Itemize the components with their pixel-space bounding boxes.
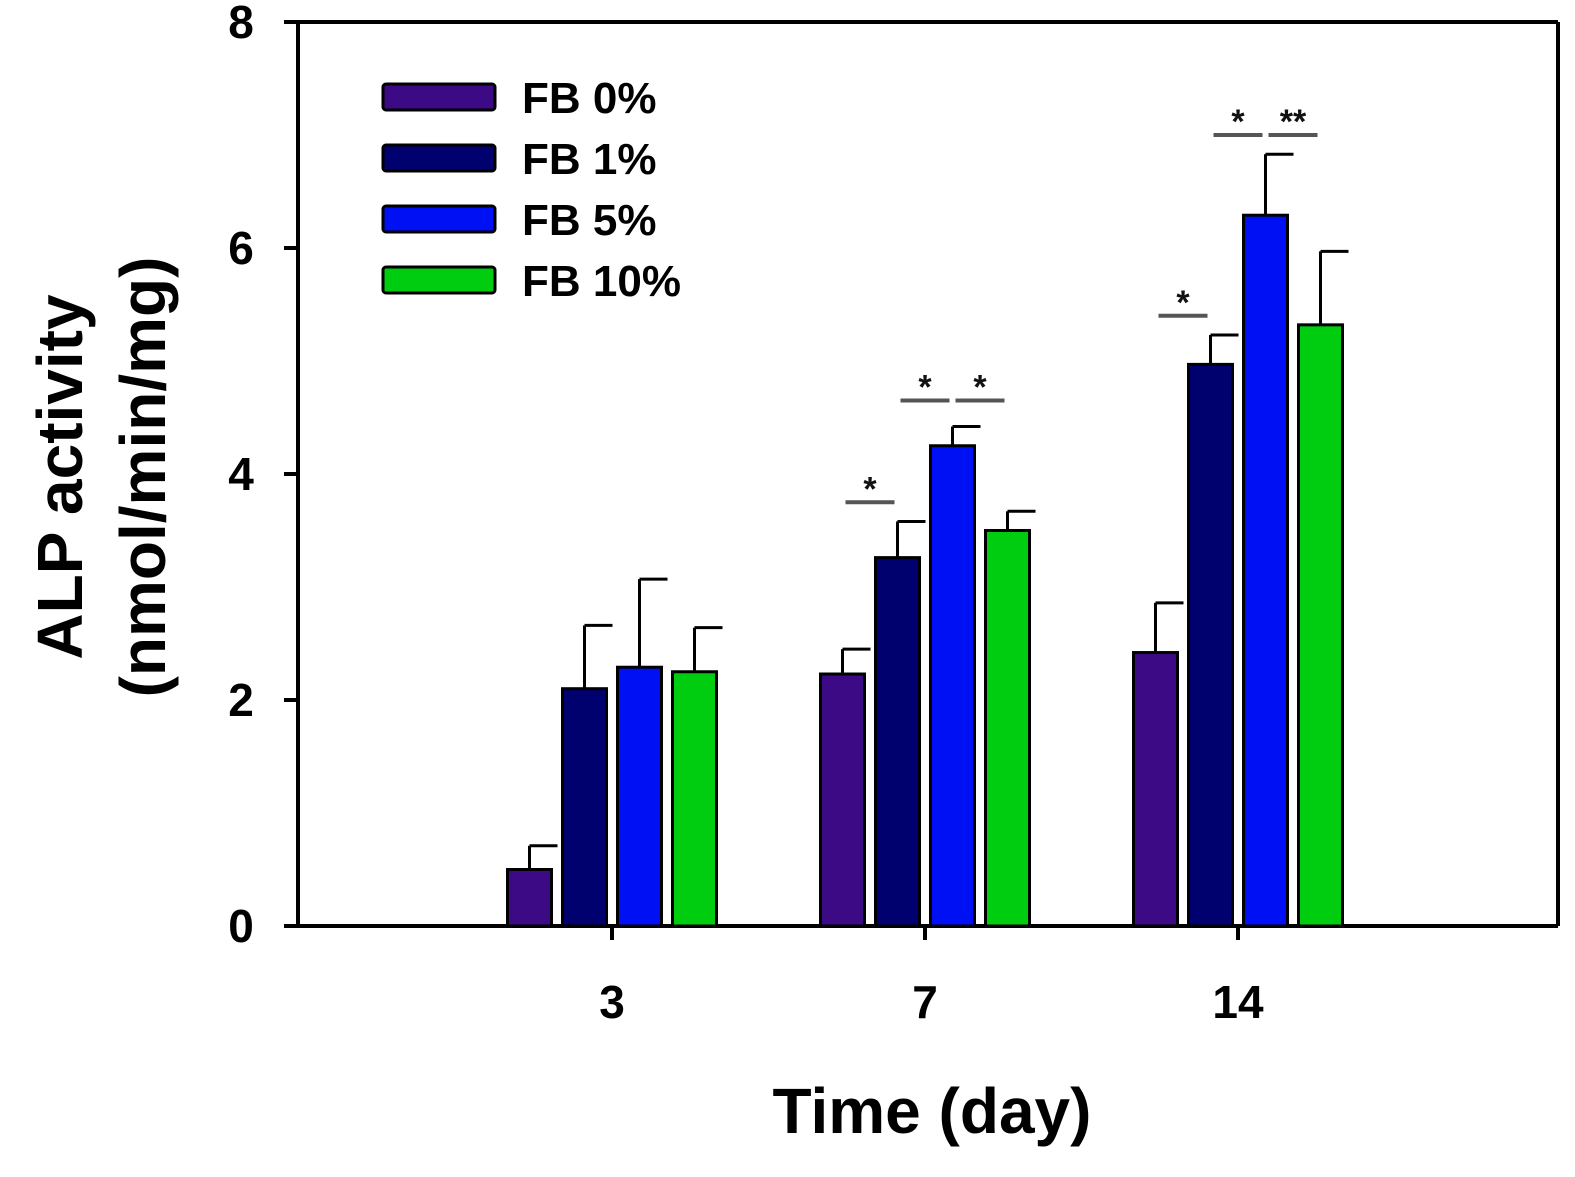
x-tick-label: 3 — [599, 976, 625, 1028]
bar — [671, 670, 718, 928]
significance-markers: ** *** ** — [845, 103, 1318, 508]
legend-swatch — [381, 82, 497, 112]
y-axis-title-line2: (nmol/min/mg) — [107, 257, 179, 698]
plot-frame — [298, 20, 1560, 926]
bar — [984, 529, 1031, 928]
y-tick-label: 2 — [228, 674, 254, 726]
bars — [506, 152, 1349, 928]
significance-label: * — [863, 470, 877, 508]
y-axis-title-line1: ALP activity — [24, 294, 96, 660]
bar — [1297, 323, 1344, 928]
bar — [1132, 651, 1179, 928]
legend-swatch — [381, 143, 497, 173]
legend-swatch — [381, 265, 497, 295]
bar — [874, 556, 921, 928]
bar — [561, 687, 608, 928]
bar — [1187, 362, 1234, 928]
significance-label: * — [973, 369, 987, 407]
significance-label: * — [1231, 103, 1245, 141]
bar — [616, 665, 663, 928]
x-axis: 3 7 14 — [284, 924, 1558, 1028]
y-tick-label: 4 — [228, 448, 254, 500]
bar — [1242, 213, 1289, 928]
x-tick-label: 14 — [1212, 976, 1264, 1028]
y-tick-label: 8 — [228, 0, 254, 48]
legend-label: FB 10% — [522, 257, 681, 306]
legend-swatch — [381, 204, 497, 234]
bar — [929, 444, 976, 928]
y-tick-label: 0 — [228, 900, 254, 952]
legend-label: FB 5% — [522, 196, 656, 245]
x-axis-title: Time (day) — [773, 1075, 1092, 1147]
significance-label: ** — [1280, 103, 1307, 141]
legend-label: FB 0% — [522, 74, 656, 123]
legend: FB 0% FB 1% FB 5% FB 10% — [381, 74, 681, 306]
bar — [819, 672, 866, 928]
bar — [506, 868, 553, 928]
x-tick-label: 7 — [912, 976, 938, 1028]
y-tick-label: 6 — [228, 222, 254, 274]
significance-label: * — [918, 369, 932, 407]
y-axis: 0 2 4 6 8 — [228, 0, 300, 952]
legend-label: FB 1% — [522, 135, 656, 184]
significance-label: * — [1176, 284, 1190, 322]
